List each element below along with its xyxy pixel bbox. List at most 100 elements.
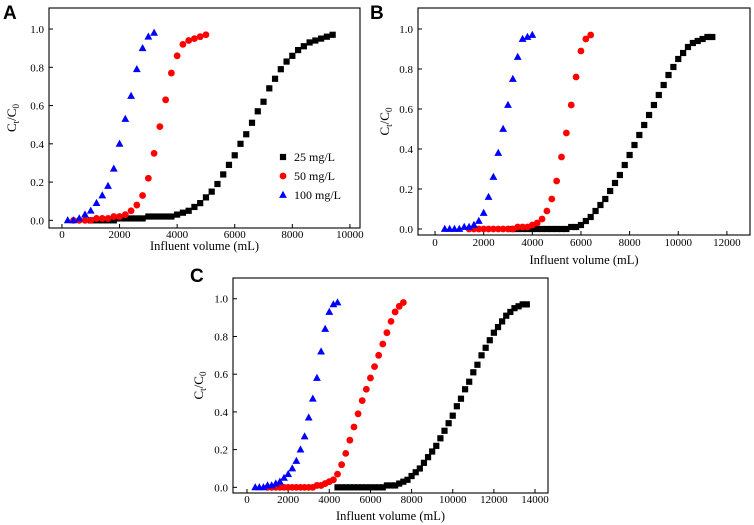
panel-b-x-tick-label: 10000	[664, 237, 692, 249]
panel-a-triangle-point	[150, 28, 159, 36]
panel-c-square-point	[375, 484, 382, 491]
panel-c-circle-point	[387, 317, 395, 325]
panel-a-square-point	[220, 171, 227, 178]
panel-b-square-point	[616, 171, 623, 179]
panel-b-circle-point	[553, 177, 561, 185]
panel-b-square-point	[558, 225, 565, 233]
panel-a-square-point	[168, 213, 175, 220]
panel-a-square-point	[145, 213, 152, 220]
panel-a-square-point	[156, 213, 163, 220]
panel-b-square-point	[660, 81, 667, 89]
panel-a-circle-point	[121, 211, 129, 219]
panel-c-square-point	[490, 329, 497, 336]
panel-b-y-axis-label-part: t	[384, 124, 394, 127]
panel-b-square-point	[641, 121, 648, 129]
panel-c-square-point	[478, 352, 485, 359]
legend-label: 100 mg/L	[294, 188, 341, 202]
panel-b-square-point	[636, 131, 643, 139]
panel-c-square-point	[363, 484, 370, 491]
panel-a-y-tick-label: 0.4	[30, 139, 44, 151]
panel-c-circle-point	[362, 385, 370, 393]
panel-c-square-point	[338, 484, 345, 491]
panel-c-y-axis-label-part: 0	[198, 371, 208, 376]
panel-a-triangle-point	[86, 206, 95, 214]
panel-b-circle-point	[577, 47, 585, 55]
legend-label: 50 mg/L	[294, 169, 335, 183]
panel-c-triangle-point	[321, 324, 330, 332]
panel-a-triangle-point	[104, 181, 112, 189]
legend-circle-marker	[279, 172, 287, 180]
panel-b-triangle-point	[455, 224, 464, 232]
panel-b-circle-point	[558, 153, 565, 161]
panel-b-circle-point	[572, 73, 580, 81]
panel-a-square-point	[127, 215, 135, 222]
panel-a-square-point	[162, 213, 169, 220]
panel-c-square-point	[457, 395, 465, 402]
panel-c-triangle-point	[259, 483, 268, 491]
panel-b-triangle-point	[479, 208, 488, 216]
panel-a-square-point	[294, 46, 302, 54]
panel-a-x-axis-label: Influent volume (mL)	[150, 239, 259, 253]
panel-c-circle-point	[383, 329, 391, 337]
panel-b-circle-point	[514, 223, 522, 231]
panel-a-square-point	[289, 52, 296, 59]
legend-triangle-marker	[279, 190, 287, 198]
panel-b-y-axis-label-part: /C	[377, 112, 392, 124]
panel-b-triangle-point	[523, 32, 532, 40]
panel-b-square-point	[645, 111, 653, 119]
panel-b-square-point	[534, 225, 541, 233]
panel-a-circle-point	[150, 149, 158, 157]
panel-a-square-point	[271, 75, 279, 82]
panel-b-circle-point	[582, 35, 590, 43]
panel-c-circle-point	[371, 363, 378, 371]
panel-b-circle-point	[538, 215, 546, 223]
panel-c-square-point	[441, 427, 448, 434]
panel-b-triangle-point	[465, 222, 473, 230]
panel-c-square-point	[503, 312, 510, 319]
panel-c-x-tick-label: 14000	[521, 494, 549, 506]
panel-b-square-point	[670, 63, 677, 71]
panel-c-square-point	[379, 484, 386, 491]
panel-b-x-tick-label: 6000	[570, 237, 593, 249]
panel-a-x-tick-label: 8000	[281, 229, 304, 241]
panel-b-square-point	[655, 91, 662, 99]
panel-a-square-point	[283, 58, 290, 65]
panel-c-x-tick-label: 6000	[359, 494, 382, 506]
panel-b-square-point	[538, 225, 546, 233]
panel-b-triangle-point	[518, 34, 527, 42]
panel-c-x-tick-label: 12000	[480, 494, 508, 506]
panel-a-square-point	[231, 152, 238, 159]
legend-square-marker	[279, 153, 287, 161]
panel-b-square-point	[611, 179, 619, 187]
panel-b-y-tick-label: 0.2	[399, 184, 413, 196]
panel-a-y-axis-label: Ct/C0	[4, 104, 21, 132]
panel-c-square-point	[408, 472, 415, 480]
panel-c-circle-point	[350, 423, 358, 431]
panel-c-square-point	[359, 484, 366, 491]
panel-b-square-point	[684, 43, 692, 51]
panel-a-circle-point	[156, 123, 164, 131]
panel-a-y-tick-label: 0.6	[30, 101, 44, 113]
panel-a-y-axis-label-part: t	[11, 120, 21, 123]
panel-c-square-point	[523, 301, 530, 308]
panel-b-triangle-point	[513, 52, 522, 60]
panel-a-circle-point	[144, 174, 152, 182]
panel-c-square-point	[507, 308, 514, 316]
panel-b-square-point	[597, 201, 604, 209]
panel-a-x-tick-label: 6000	[224, 229, 247, 241]
panel-c-triangle-point	[267, 481, 276, 489]
panel-c-square-point	[400, 478, 407, 485]
panel-a-y-tick-label: 1.0	[30, 24, 44, 36]
panel-b-series-square	[509, 33, 716, 233]
panel-c-square-point	[494, 323, 502, 331]
panel-c-circle-point	[379, 340, 387, 348]
panel-c-series-circle	[264, 299, 407, 491]
panel-a-square-point	[185, 207, 192, 214]
panel-a-circle-point	[185, 37, 193, 44]
panel-b-circle-point	[548, 195, 556, 203]
panel-a-circle-point	[139, 192, 146, 199]
panel-b-triangle-point	[484, 192, 493, 200]
panel-c-y-axis-label: Ct/C0	[191, 371, 208, 399]
panel-b-circle-point	[533, 219, 541, 227]
panel-a-circle-point	[162, 96, 170, 104]
